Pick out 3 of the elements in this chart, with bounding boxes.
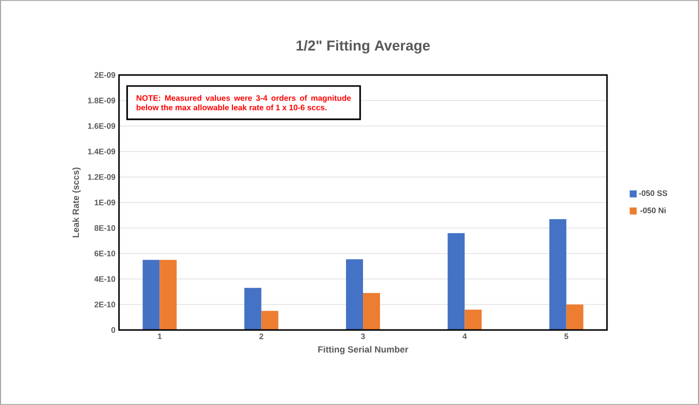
- y-axis-title: Leak Rate (sccs): [72, 168, 81, 238]
- chart-title: 1/2" Fitting Average: [296, 40, 430, 54]
- x-axis-title: Fitting Serial Number: [318, 346, 408, 354]
